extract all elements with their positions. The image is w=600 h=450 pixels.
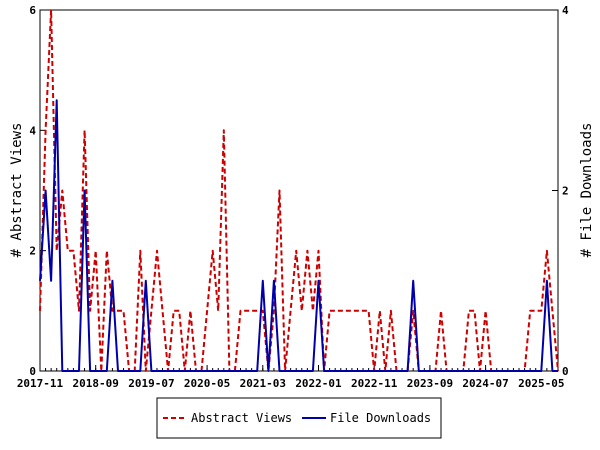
x-tick-label: 2025-05: [518, 377, 564, 390]
legend-label-abstract-views: Abstract Views: [191, 411, 292, 425]
y-left-tick-label: 4: [29, 124, 36, 137]
x-tick-label: 2018-09: [73, 377, 119, 390]
y-axis-left: 0 2 4 6: [29, 4, 46, 378]
legend-label-file-downloads: File Downloads: [330, 411, 431, 425]
series-line-abstract-views: [39, 9, 559, 372]
y-axis-right-title: # File Downloads: [579, 123, 595, 258]
x-tick-label: 2020-05: [184, 377, 230, 390]
y-left-tick-label: 2: [29, 245, 36, 258]
x-tick-label: 2022-01: [295, 377, 342, 390]
y-right-tick-label: 2: [562, 185, 569, 198]
x-axis: 2017-11 2018-09 2019-07 2020-05 2021-03 2022-…: [17, 365, 564, 390]
x-tick-label: 2017-11: [17, 377, 64, 390]
y-left-tick-label: 0: [29, 365, 36, 378]
legend: Abstract Views File Downloads: [156, 397, 442, 439]
series-layer: [39, 9, 559, 372]
y-axis-left-title: # Abstract Views: [9, 123, 25, 258]
x-tick-label: 2023-09: [407, 377, 453, 390]
y-right-tick-label: 0: [562, 365, 569, 378]
x-tick-label: 2019-07: [128, 377, 174, 390]
plot-area: [39, 9, 559, 372]
x-tick-label: 2022-11: [351, 377, 398, 390]
legend-box: [156, 397, 442, 439]
series-line-file-downloads: [39, 99, 558, 372]
y-left-tick-label: 6: [29, 4, 36, 17]
x-tick-label: 2021-03: [240, 377, 286, 390]
y-right-tick-label: 4: [562, 4, 569, 17]
x-tick-label: 2024-07: [462, 377, 508, 390]
